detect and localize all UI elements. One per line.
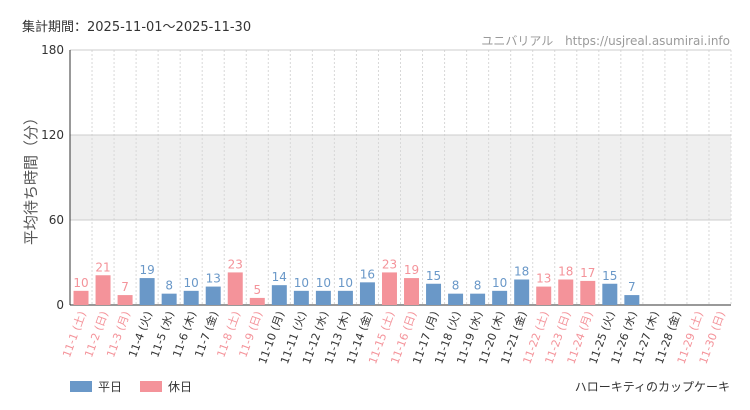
y-tick-label: 0: [56, 298, 64, 312]
legend-label-weekday: 平日: [98, 380, 123, 394]
bar: [558, 279, 574, 305]
y-tick-label: 120: [41, 128, 64, 142]
bar-value-label: 7: [121, 280, 129, 294]
bar-value-label: 17: [580, 266, 595, 280]
bar: [227, 272, 243, 305]
bar-value-label: 10: [294, 276, 309, 290]
bar-value-label: 10: [73, 276, 88, 290]
period-label: 集計期間：2025-11-01～2025-11-30: [22, 20, 252, 35]
bar-value-label: 10: [316, 276, 331, 290]
bar: [580, 280, 596, 305]
legend: 平日 休日: [70, 378, 210, 395]
bar: [514, 279, 530, 305]
bar-value-label: 10: [492, 276, 507, 290]
legend-swatch-weekday: [70, 381, 92, 392]
bar: [448, 293, 464, 305]
bar: [337, 290, 353, 305]
bar-value-label: 15: [426, 269, 441, 283]
bar-value-label: 8: [452, 279, 460, 293]
bar: [183, 290, 199, 305]
bar: [426, 283, 442, 305]
bar-value-label: 13: [536, 272, 551, 286]
bar-value-label: 7: [628, 280, 636, 294]
bar-value-label: 16: [360, 267, 375, 281]
site-url: https://usjreal.asumirai.info: [565, 34, 730, 48]
bar: [602, 283, 618, 305]
bar: [161, 293, 177, 305]
y-tick-label: 180: [41, 43, 64, 57]
site-credit: ユニバリアル https://usjreal.asumirai.info: [481, 32, 730, 49]
y-axis-title: 平均待ち時間（分）: [22, 110, 40, 245]
bar-value-label: 10: [338, 276, 353, 290]
legend-swatch-holiday: [140, 381, 163, 392]
legend-item-weekday: 平日: [70, 378, 122, 395]
bar: [536, 286, 552, 305]
park-name: ユニバリアル: [481, 34, 554, 48]
bar-value-label: 18: [514, 265, 529, 279]
bar: [315, 290, 331, 305]
bar: [117, 295, 133, 305]
bar: [470, 293, 486, 305]
bar: [624, 295, 640, 305]
bar: [359, 282, 375, 305]
y-tick-label: 60: [49, 213, 64, 227]
bar: [293, 290, 309, 305]
bar-value-label: 8: [165, 279, 173, 293]
bar-value-label: 5: [253, 283, 261, 297]
bar: [139, 278, 155, 305]
bar-value-label: 18: [558, 265, 573, 279]
bar: [73, 290, 89, 305]
bar: [249, 297, 265, 305]
bar: [404, 278, 420, 305]
shaded-band: [70, 135, 731, 220]
bar-value-label: 15: [602, 269, 617, 283]
legend-label-holiday: 休日: [168, 380, 193, 394]
bar-value-label: 10: [184, 276, 199, 290]
bar: [381, 272, 397, 305]
bar-value-label: 14: [272, 270, 287, 284]
bar: [492, 290, 508, 305]
bar-value-label: 23: [382, 257, 397, 271]
bar-value-label: 19: [139, 263, 154, 277]
bar-value-label: 8: [474, 279, 482, 293]
bar-value-label: 21: [95, 260, 110, 274]
attraction-name: ハローキティのカップケーキ: [574, 380, 730, 394]
bar: [205, 286, 221, 305]
bar-value-label: 23: [228, 257, 243, 271]
legend-item-holiday: 休日: [140, 378, 192, 395]
bar-value-label: 19: [404, 263, 419, 277]
bar-value-label: 13: [206, 272, 221, 286]
bar: [271, 285, 287, 305]
bar: [95, 275, 111, 305]
